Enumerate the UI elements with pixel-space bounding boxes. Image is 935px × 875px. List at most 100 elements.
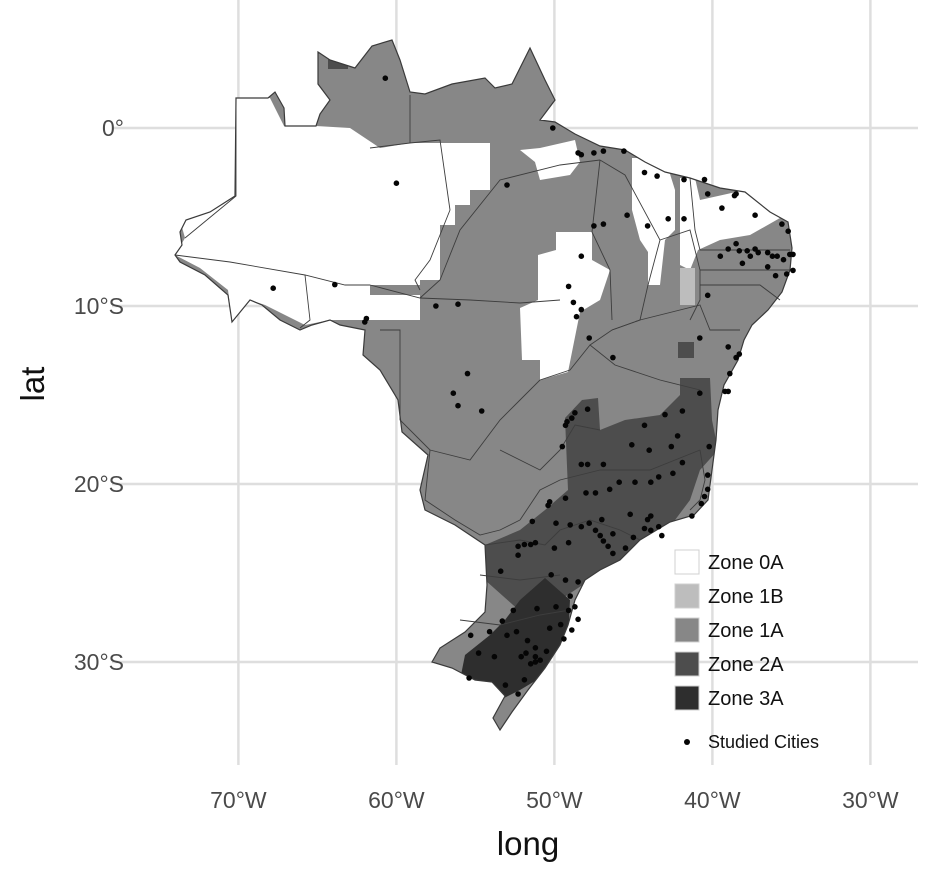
city-point <box>591 223 597 229</box>
city-point <box>515 543 521 550</box>
city-point <box>534 605 540 612</box>
city-point <box>752 212 758 218</box>
zone-1b-patch-2 <box>680 285 695 305</box>
zone-3a-south <box>460 578 570 700</box>
legend-label: Zone 3A <box>708 688 784 710</box>
zone-2a-southeast <box>485 378 718 620</box>
x-tick-labels: 70°W 60°W 50°W 40°W 30°W <box>210 787 899 813</box>
city-point <box>605 543 611 550</box>
city-point <box>464 370 471 377</box>
zone-0a-amapa-coast <box>520 140 580 180</box>
city-point <box>725 344 731 350</box>
zone-0a-ceara <box>680 178 780 270</box>
city-point <box>518 653 524 660</box>
city-point <box>697 390 703 397</box>
city-point <box>524 637 531 644</box>
city-point <box>553 520 559 526</box>
city-point <box>648 513 654 519</box>
x-tick-label: 30°W <box>842 787 899 813</box>
city-point <box>719 205 725 211</box>
y-tick-label: 10°S <box>74 293 124 319</box>
city-point <box>665 216 671 222</box>
city-point <box>610 550 616 557</box>
city-point <box>466 675 472 681</box>
city-point <box>546 499 553 505</box>
city-point <box>532 539 539 546</box>
city-point <box>562 495 569 502</box>
city-point <box>567 593 573 599</box>
city-point <box>641 169 648 176</box>
city-point <box>701 493 708 500</box>
city-point <box>382 75 389 81</box>
x-tick-label: 60°W <box>368 787 425 813</box>
city-point <box>627 511 633 518</box>
zone-0a-maranhao-interior <box>632 158 675 285</box>
city-point <box>644 516 651 523</box>
city-point <box>731 192 738 199</box>
city-point <box>764 249 771 256</box>
city-point <box>632 479 638 486</box>
city-point <box>655 523 662 530</box>
city-point <box>551 545 558 551</box>
city-point <box>532 659 539 665</box>
climate-zone-fills <box>175 57 780 700</box>
city-point <box>504 182 510 188</box>
city-point <box>567 522 573 528</box>
zone-1b-patch-1 <box>680 268 695 285</box>
city-point <box>270 285 277 292</box>
city-point <box>747 253 754 259</box>
city-point <box>704 472 711 478</box>
city-point <box>491 653 498 660</box>
legend-label: Zone 0A <box>708 552 784 574</box>
city-point <box>561 636 567 642</box>
city-point <box>393 180 400 186</box>
city-point <box>772 272 779 279</box>
city-point <box>600 148 607 154</box>
city-point <box>559 443 566 450</box>
city-point <box>543 648 550 655</box>
city-point <box>578 253 585 259</box>
city-point <box>616 479 622 486</box>
city-point <box>584 461 591 468</box>
legend-label: Zone 1B <box>708 586 784 608</box>
city-point <box>550 125 556 131</box>
city-point <box>521 677 528 683</box>
city-point <box>433 303 439 309</box>
city-point <box>332 281 338 288</box>
city-point <box>790 251 796 258</box>
city-point <box>679 459 686 466</box>
city-point <box>704 292 711 299</box>
city-point <box>478 408 485 414</box>
city-point <box>455 402 461 409</box>
city-point <box>578 523 585 530</box>
city-point <box>557 621 564 628</box>
city-point <box>780 256 787 263</box>
city-point <box>600 461 607 468</box>
city-point <box>610 531 616 537</box>
city-point <box>499 618 506 624</box>
city-point <box>646 447 652 454</box>
city-point <box>578 461 585 468</box>
legend-label: Studied Cities <box>708 732 819 752</box>
city-point <box>600 538 607 544</box>
city-point <box>527 541 534 548</box>
city-point <box>725 388 731 395</box>
x-axis-title: long <box>497 825 559 862</box>
city-point <box>610 354 616 361</box>
brazil-outline <box>174 39 793 732</box>
city-point <box>572 604 578 610</box>
city-point <box>779 221 785 227</box>
city-point <box>668 443 675 450</box>
legend-swatch <box>674 617 700 643</box>
city-point <box>583 490 589 496</box>
city-point <box>655 474 662 480</box>
city-point <box>670 470 676 477</box>
city-point <box>629 442 635 448</box>
city-point <box>565 539 572 546</box>
studied-cities-points <box>270 75 796 697</box>
x-tick-label: 50°W <box>526 787 583 813</box>
y-tick-label: 30°S <box>74 649 124 675</box>
city-point <box>586 520 592 526</box>
y-tick-label: 0° <box>102 115 124 141</box>
city-point <box>701 176 708 183</box>
